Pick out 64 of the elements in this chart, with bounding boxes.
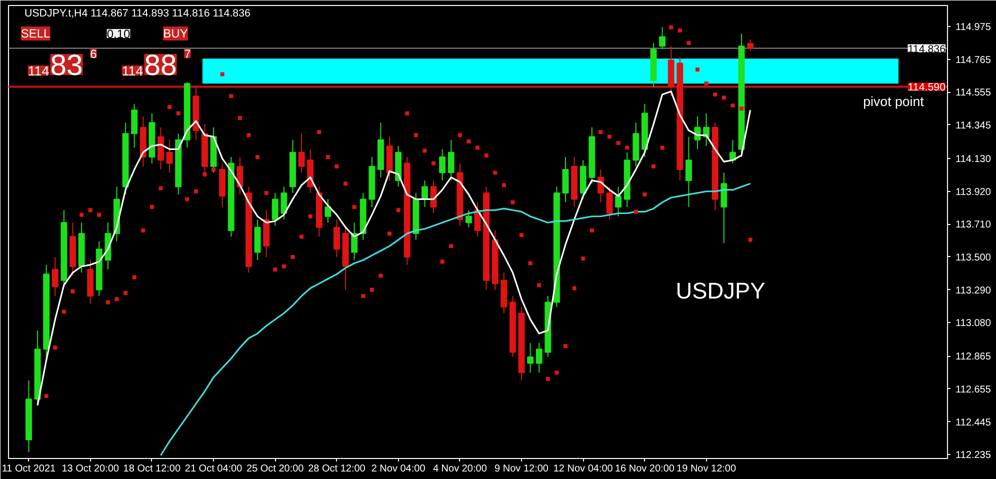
candlestick xyxy=(747,38,754,52)
y-tick-label: 113.080 xyxy=(956,318,992,330)
y-tick-label: 112.865 xyxy=(956,352,992,363)
annotation: 6 xyxy=(90,47,98,61)
y-tick-label: 112.235 xyxy=(956,450,992,462)
candlestick xyxy=(527,342,534,374)
y-tick-label: 114.130 xyxy=(956,154,992,166)
x-tick-label: 21 Oct 04:00 xyxy=(184,464,243,474)
candlestick xyxy=(298,133,305,174)
candlestick xyxy=(324,198,332,224)
ref-line-label: 114.590 xyxy=(908,82,946,94)
annotation: 0.10 xyxy=(106,27,131,41)
candlestick xyxy=(333,219,340,258)
x-tick-label: 13 Oct 20:00 xyxy=(62,464,120,474)
chart-title: USDJPY.t,H4 114.867 114.893 114.816 114.836 xyxy=(24,8,250,20)
candlestick xyxy=(236,156,244,196)
annotation: 7 xyxy=(184,47,192,61)
candlestick xyxy=(562,156,569,203)
y-tick-label: 113.710 xyxy=(956,220,992,231)
y-tick-label: 114.555 xyxy=(956,88,992,99)
annotation: 83 xyxy=(50,49,83,82)
x-tick-label: 4 Nov 20:00 xyxy=(432,464,488,474)
y-tick-label: 114.765 xyxy=(956,54,992,66)
y-tick-label: 113.920 xyxy=(956,186,992,198)
x-tick-label: 9 Nov 12:00 xyxy=(494,464,549,474)
x-tick-label: 11 Oct 2021 xyxy=(2,464,56,474)
x-tick-label: 25 Oct 20:00 xyxy=(246,464,304,474)
candlestick xyxy=(439,148,446,181)
candlestick xyxy=(52,256,58,297)
candlestick xyxy=(448,139,454,181)
y-tick-label: 113.500 xyxy=(956,252,992,264)
candlestick xyxy=(685,136,692,208)
y-tick-label: 112.655 xyxy=(956,384,992,396)
y-tick-label: 112.445 xyxy=(956,417,992,428)
x-tick-label: 19 Nov 12:00 xyxy=(676,464,736,474)
candlestick xyxy=(536,342,542,374)
candlestick xyxy=(606,186,613,220)
candlestick xyxy=(280,186,288,220)
y-tick-label: 114.975 xyxy=(956,22,992,34)
candlestick xyxy=(465,210,472,228)
candlestick xyxy=(131,103,138,148)
y-tick-label: 113.290 xyxy=(956,285,992,296)
annotation: 88 xyxy=(144,49,177,82)
text: pivot point xyxy=(863,94,924,109)
annotation: SELL xyxy=(20,26,51,40)
x-tick-label: 12 Nov 04:00 xyxy=(553,464,614,474)
candlestick xyxy=(272,192,278,226)
candlestick xyxy=(659,26,666,50)
annotation: BUY xyxy=(163,26,188,40)
annotation: 114 xyxy=(28,64,50,78)
annotation: 114 xyxy=(122,64,144,78)
x-tick-label: 18 Oct 12:00 xyxy=(123,464,181,474)
x-tick-label: 2 Nov 04:00 xyxy=(371,464,426,474)
x-tick-label: 16 Nov 20:00 xyxy=(614,464,675,474)
annotation: USDJPY xyxy=(676,278,766,304)
x-tick-label: 28 Oct 12:00 xyxy=(308,464,366,474)
candlestick xyxy=(166,139,173,174)
candlestick xyxy=(158,126,164,170)
ref-line-label: 114.836 xyxy=(908,43,946,56)
candlestick xyxy=(720,172,728,244)
candlestick xyxy=(615,186,622,217)
candlestick xyxy=(351,222,358,261)
candlestick xyxy=(421,180,428,208)
y-tick-label: 114.345 xyxy=(956,120,992,132)
